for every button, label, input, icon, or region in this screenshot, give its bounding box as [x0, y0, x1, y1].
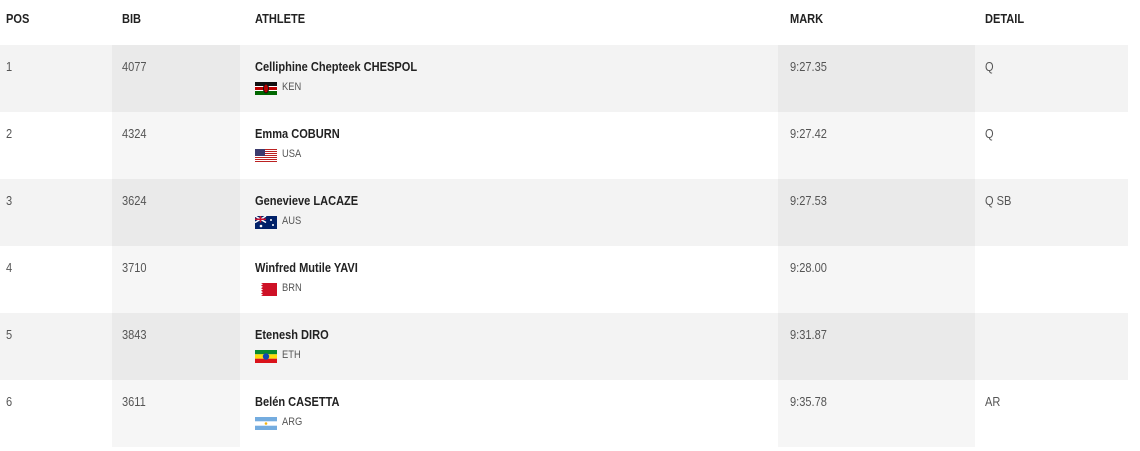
mark: 9:35.78	[790, 394, 827, 409]
mark: 9:27.53	[790, 193, 827, 208]
mark: 9:28.00	[790, 260, 827, 275]
athlete-name: Celliphine Chepteek CHESPOL	[255, 59, 418, 74]
detail: Q	[985, 126, 994, 141]
flag	[255, 283, 277, 296]
bib: 3843	[122, 327, 147, 342]
athlete-name: Emma COBURN	[255, 126, 340, 141]
mark: 9:31.87	[790, 327, 827, 342]
bib: 3624	[122, 193, 147, 208]
country: KEN	[282, 81, 302, 93]
athlete-name: Etenesh DIRO	[255, 327, 329, 342]
country: AUS	[282, 215, 302, 227]
column-bg	[112, 45, 240, 447]
athlete-name: Belén CASETTA	[255, 394, 340, 409]
flag	[255, 149, 277, 162]
row-bg	[0, 45, 1128, 112]
flag	[255, 82, 277, 95]
position: 2	[6, 126, 13, 141]
detail: AR	[985, 394, 1001, 409]
mark: 9:27.42	[790, 126, 827, 141]
country: BRN	[282, 282, 302, 294]
detail: Q SB	[985, 193, 1012, 208]
flag	[255, 350, 277, 363]
bib: 4077	[122, 59, 147, 74]
position: 1	[6, 59, 13, 74]
header-mark: MARK	[790, 11, 824, 26]
position: 3	[6, 193, 13, 208]
column-bg	[778, 45, 975, 447]
header-detail: DETAIL	[985, 11, 1025, 26]
country: USA	[282, 148, 302, 160]
mark: 9:27.35	[790, 59, 827, 74]
header-bib: BIB	[122, 11, 142, 26]
flag	[255, 216, 277, 229]
header-athlete: ATHLETE	[255, 11, 306, 26]
detail: Q	[985, 59, 994, 74]
bib: 3611	[122, 394, 146, 409]
bib: 4324	[122, 126, 147, 141]
header-pos: POS	[6, 11, 30, 26]
country: ARG	[282, 416, 303, 428]
row-bg	[0, 313, 1128, 380]
position: 6	[6, 394, 13, 409]
flag	[255, 417, 277, 430]
position: 5	[6, 327, 13, 342]
country: ETH	[282, 349, 301, 361]
athlete-name: Winfred Mutile YAVI	[255, 260, 358, 275]
bib: 3710	[122, 260, 147, 275]
athlete-name: Genevieve LACAZE	[255, 193, 359, 208]
position: 4	[6, 260, 13, 275]
row-bg	[0, 179, 1128, 246]
